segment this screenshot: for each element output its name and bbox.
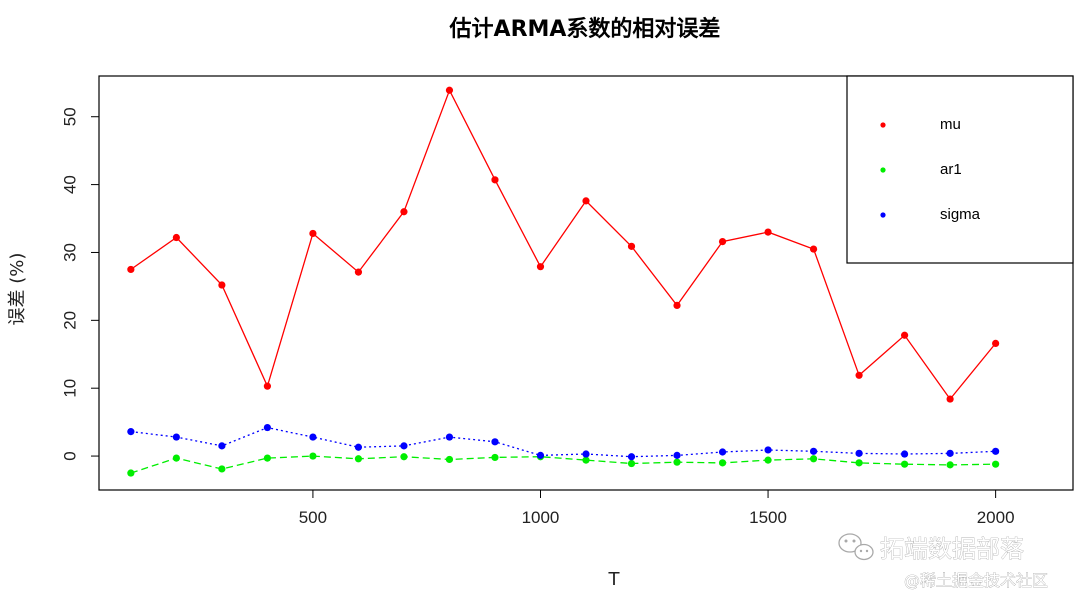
legend: mu ar1 sigma — [846, 75, 1074, 264]
data-point-mu — [582, 197, 590, 205]
data-point-mu — [536, 263, 545, 271]
data-point-sigma — [627, 453, 636, 461]
data-point-sigma — [491, 438, 499, 446]
data-point-sigma — [809, 447, 818, 455]
data-point-ar1 — [718, 459, 727, 467]
watermark-secondary: @稀土掘金技术社区 — [904, 571, 1048, 590]
y-tick-label: 0 — [60, 451, 79, 460]
data-point-ar1 — [673, 458, 681, 466]
x-tick-label: 1000 — [522, 508, 560, 527]
data-point-sigma — [673, 451, 681, 459]
data-point-ar1 — [400, 453, 408, 461]
data-point-mu — [172, 233, 180, 242]
data-point-mu — [946, 395, 954, 403]
data-point-sigma — [764, 446, 772, 454]
x-tick-label: 500 — [299, 508, 327, 527]
y-tick-label: 10 — [60, 379, 79, 398]
data-point-ar1 — [627, 459, 636, 468]
watermark-primary: 拓端数据部落 — [880, 535, 1024, 563]
y-axis-label: 误差 (%) — [7, 253, 28, 326]
y-axis: 0 10 20 30 40 50 — [60, 107, 99, 461]
data-point-mu — [445, 86, 454, 94]
data-point-mu — [354, 268, 363, 276]
series-sigma — [127, 423, 1000, 461]
data-point-sigma — [354, 443, 363, 451]
data-point-mu — [218, 281, 226, 289]
data-point-sigma — [992, 447, 1000, 455]
data-point-mu — [127, 265, 135, 274]
y-tick-label: 30 — [60, 243, 79, 262]
series-ar1 — [127, 452, 1000, 477]
data-point-sigma — [900, 450, 909, 458]
data-point-ar1 — [172, 454, 180, 462]
data-point-ar1 — [127, 469, 135, 477]
legend-entries: mu ar1 sigma — [880, 116, 981, 223]
data-point-ar1 — [855, 459, 863, 467]
x-axis-label: T — [608, 569, 621, 590]
plot-area-frame — [98, 75, 1074, 491]
data-point-mu — [718, 238, 727, 246]
legend-label-ar1: ar1 — [940, 161, 962, 178]
y-tick-label: 20 — [60, 311, 79, 330]
chart-title: 估计ARMA系数的相对误差 — [449, 16, 721, 42]
data-point-ar1 — [263, 454, 272, 462]
legend-label-sigma: sigma — [940, 206, 981, 223]
data-point-sigma — [309, 433, 317, 441]
data-point-sigma — [445, 433, 454, 441]
data-point-mu — [673, 301, 681, 309]
series-line-mu — [130, 88, 997, 401]
y-tick-label: 40 — [60, 175, 79, 194]
data-point-ar1 — [809, 455, 818, 463]
data-point-sigma — [172, 433, 180, 441]
series-mu — [127, 86, 1000, 403]
x-tick-label: 2000 — [977, 508, 1015, 527]
legend-marker-ar1 — [880, 167, 886, 173]
data-point-ar1 — [582, 456, 590, 464]
data-point-sigma — [400, 442, 408, 450]
data-point-sigma — [582, 450, 590, 458]
series-layer — [127, 86, 1000, 477]
data-point-ar1 — [900, 460, 909, 468]
data-point-ar1 — [491, 453, 499, 462]
data-point-mu — [992, 339, 1000, 348]
watermark: 拓端数据部落 @稀土掘金技术社区 — [838, 533, 1048, 590]
legend-label-mu: mu — [940, 116, 961, 133]
series-line-sigma — [130, 426, 996, 458]
data-point-mu — [491, 176, 499, 184]
data-point-sigma — [218, 442, 226, 450]
data-point-ar1 — [445, 455, 454, 464]
data-point-sigma — [855, 449, 863, 457]
data-point-sigma — [718, 448, 727, 456]
data-point-ar1 — [992, 460, 1000, 468]
data-point-mu — [263, 382, 272, 390]
x-tick-label: 1500 — [749, 508, 787, 527]
data-point-ar1 — [946, 461, 954, 469]
data-point-mu — [627, 242, 636, 250]
data-point-mu — [900, 331, 909, 339]
data-point-mu — [809, 245, 818, 253]
wechat-icon — [838, 533, 874, 561]
data-point-sigma — [946, 449, 954, 457]
series-line-ar1 — [130, 455, 996, 474]
x-axis: 500 1000 1500 2000 — [299, 490, 1015, 527]
data-point-sigma — [127, 428, 135, 436]
legend-marker-sigma — [880, 212, 886, 218]
data-point-sigma — [536, 451, 545, 459]
y-tick-label: 50 — [60, 107, 79, 126]
legend-marker-mu — [880, 122, 886, 128]
data-point-mu — [309, 229, 317, 238]
data-point-ar1 — [354, 455, 363, 463]
data-point-sigma — [263, 423, 272, 432]
data-point-ar1 — [309, 452, 317, 460]
data-point-ar1 — [764, 456, 772, 464]
data-point-mu — [400, 208, 408, 216]
data-point-ar1 — [218, 465, 226, 473]
data-point-mu — [855, 371, 863, 379]
data-point-mu — [764, 228, 772, 236]
